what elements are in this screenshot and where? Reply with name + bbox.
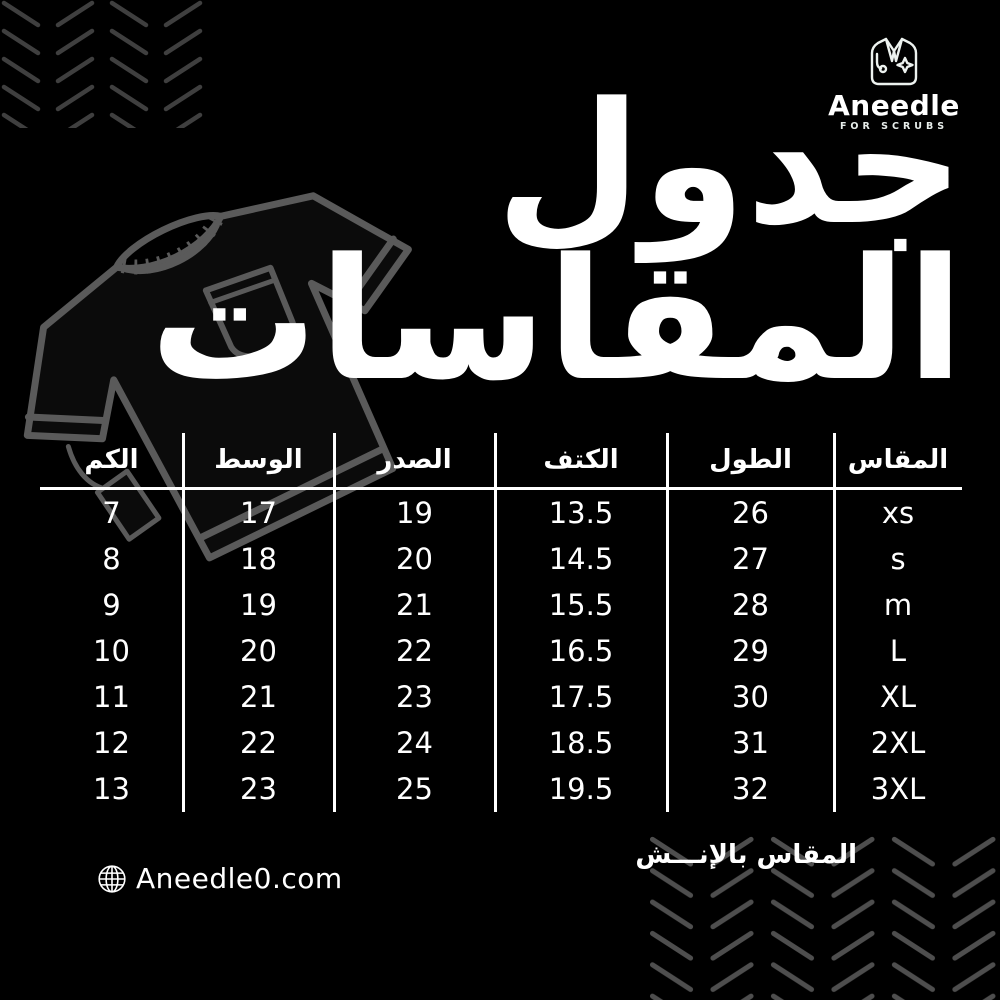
table-cell: 30: [732, 680, 769, 714]
tshirt-pocket-seam: [208, 277, 278, 306]
scrubs-coat-icon: [870, 37, 918, 86]
table-cell: 13: [93, 772, 130, 806]
table-cell: 9: [102, 588, 121, 622]
table-cell: 29: [732, 634, 769, 668]
table-cell: 18: [240, 542, 277, 576]
table-cell: 17: [240, 496, 277, 530]
table-cell: 23: [396, 680, 433, 714]
page-title-line2: المقاسات: [149, 222, 964, 419]
table-cell: 28: [732, 588, 769, 622]
table-cell: 19: [240, 588, 277, 622]
table-cell: 12: [93, 726, 130, 760]
herringbone-pattern-bottom-right: [648, 836, 1000, 1000]
table-cell: 22: [396, 634, 433, 668]
tshirt-collar-ribbing: [120, 216, 223, 275]
column-separator: [832, 433, 836, 812]
table-cell: 23: [240, 772, 277, 806]
size-table-header-underline: [40, 487, 962, 490]
size-table-header-row: الكم الوسط الصدر الكتف الطول المقاس: [40, 433, 962, 487]
table-cell: 15.5: [548, 588, 614, 622]
table-cell: 2XL: [870, 726, 926, 760]
page-title-line1: جدول: [495, 66, 964, 262]
table-cell: 21: [396, 588, 433, 622]
brand-tagline: FOR SCRUBS: [839, 121, 949, 133]
column-separator: [332, 433, 336, 812]
size-table: الكم الوسط الصدر الكتف الطول المقاس 7 17 19 13.5…: [40, 433, 962, 812]
table-cell: 26: [732, 496, 769, 530]
table-cell: xs: [881, 496, 915, 530]
table-cell: m: [883, 588, 913, 622]
table-cell: 27: [732, 542, 769, 576]
unit-note: المقاس بالإنـــش: [635, 840, 857, 870]
table-cell: 31: [732, 726, 769, 760]
table-cell: 32: [732, 772, 769, 806]
table-cell: 3XL: [870, 772, 926, 806]
column-header: الوسط: [214, 445, 303, 475]
table-cell: 25: [396, 772, 433, 806]
page-title: جدول المقاسات: [149, 66, 964, 419]
table-cell: 24: [396, 726, 433, 760]
herringbone-pattern-top-left: [0, 0, 206, 128]
table-cell: 18.5: [548, 726, 614, 760]
table-cell: L: [889, 634, 907, 668]
globe-icon: [98, 864, 126, 893]
tshirt-pocket: [202, 264, 297, 360]
table-cell: 13.5: [548, 496, 614, 530]
table-cell: 7: [102, 496, 121, 530]
tshirt-hem-band: [197, 445, 386, 542]
tshirt-left-cuff: [24, 413, 107, 424]
table-cell: 20: [396, 542, 433, 576]
column-header: الكتف: [543, 445, 619, 475]
table-cell: s: [890, 542, 906, 576]
table-cell: 19.5: [548, 772, 614, 806]
brand-name: Aneedle: [828, 89, 960, 122]
table-cell: 21: [240, 680, 277, 714]
table-cell: 8: [102, 542, 121, 576]
column-header: الصدر: [377, 445, 452, 475]
tshirt-inner-collar: [122, 221, 220, 275]
column-separator: [493, 433, 497, 812]
table-cell: 19: [396, 496, 433, 530]
table-cell: 22: [240, 726, 277, 760]
column-separator: [665, 433, 669, 812]
column-header: الطول: [709, 445, 792, 475]
column-header: الكم: [84, 445, 139, 475]
column-header: المقاس: [847, 445, 949, 475]
table-cell: 10: [93, 634, 130, 668]
column-separator: [181, 433, 185, 812]
table-cell: XL: [879, 680, 917, 714]
tshirt-sketch: [23, 192, 412, 562]
website-url: Aneedle0.com: [136, 862, 343, 895]
tshirt-right-cuff: [346, 235, 397, 304]
table-cell: 20: [240, 634, 277, 668]
table-cell: 16.5: [548, 634, 614, 668]
table-cell: 17.5: [548, 680, 614, 714]
website-row: Aneedle0.com: [96, 862, 343, 895]
size-table-body: 7 17 19 13.5 26 xs 8 18 20 14.5 27 s 9 19 21 15.5 28 m 10 2…: [40, 490, 962, 812]
tshirt-back-collar: [113, 212, 225, 271]
table-cell: 11: [93, 680, 130, 714]
table-cell: 14.5: [548, 542, 614, 576]
brand-logo: Aneedle FOR SCRUBS: [828, 34, 959, 133]
